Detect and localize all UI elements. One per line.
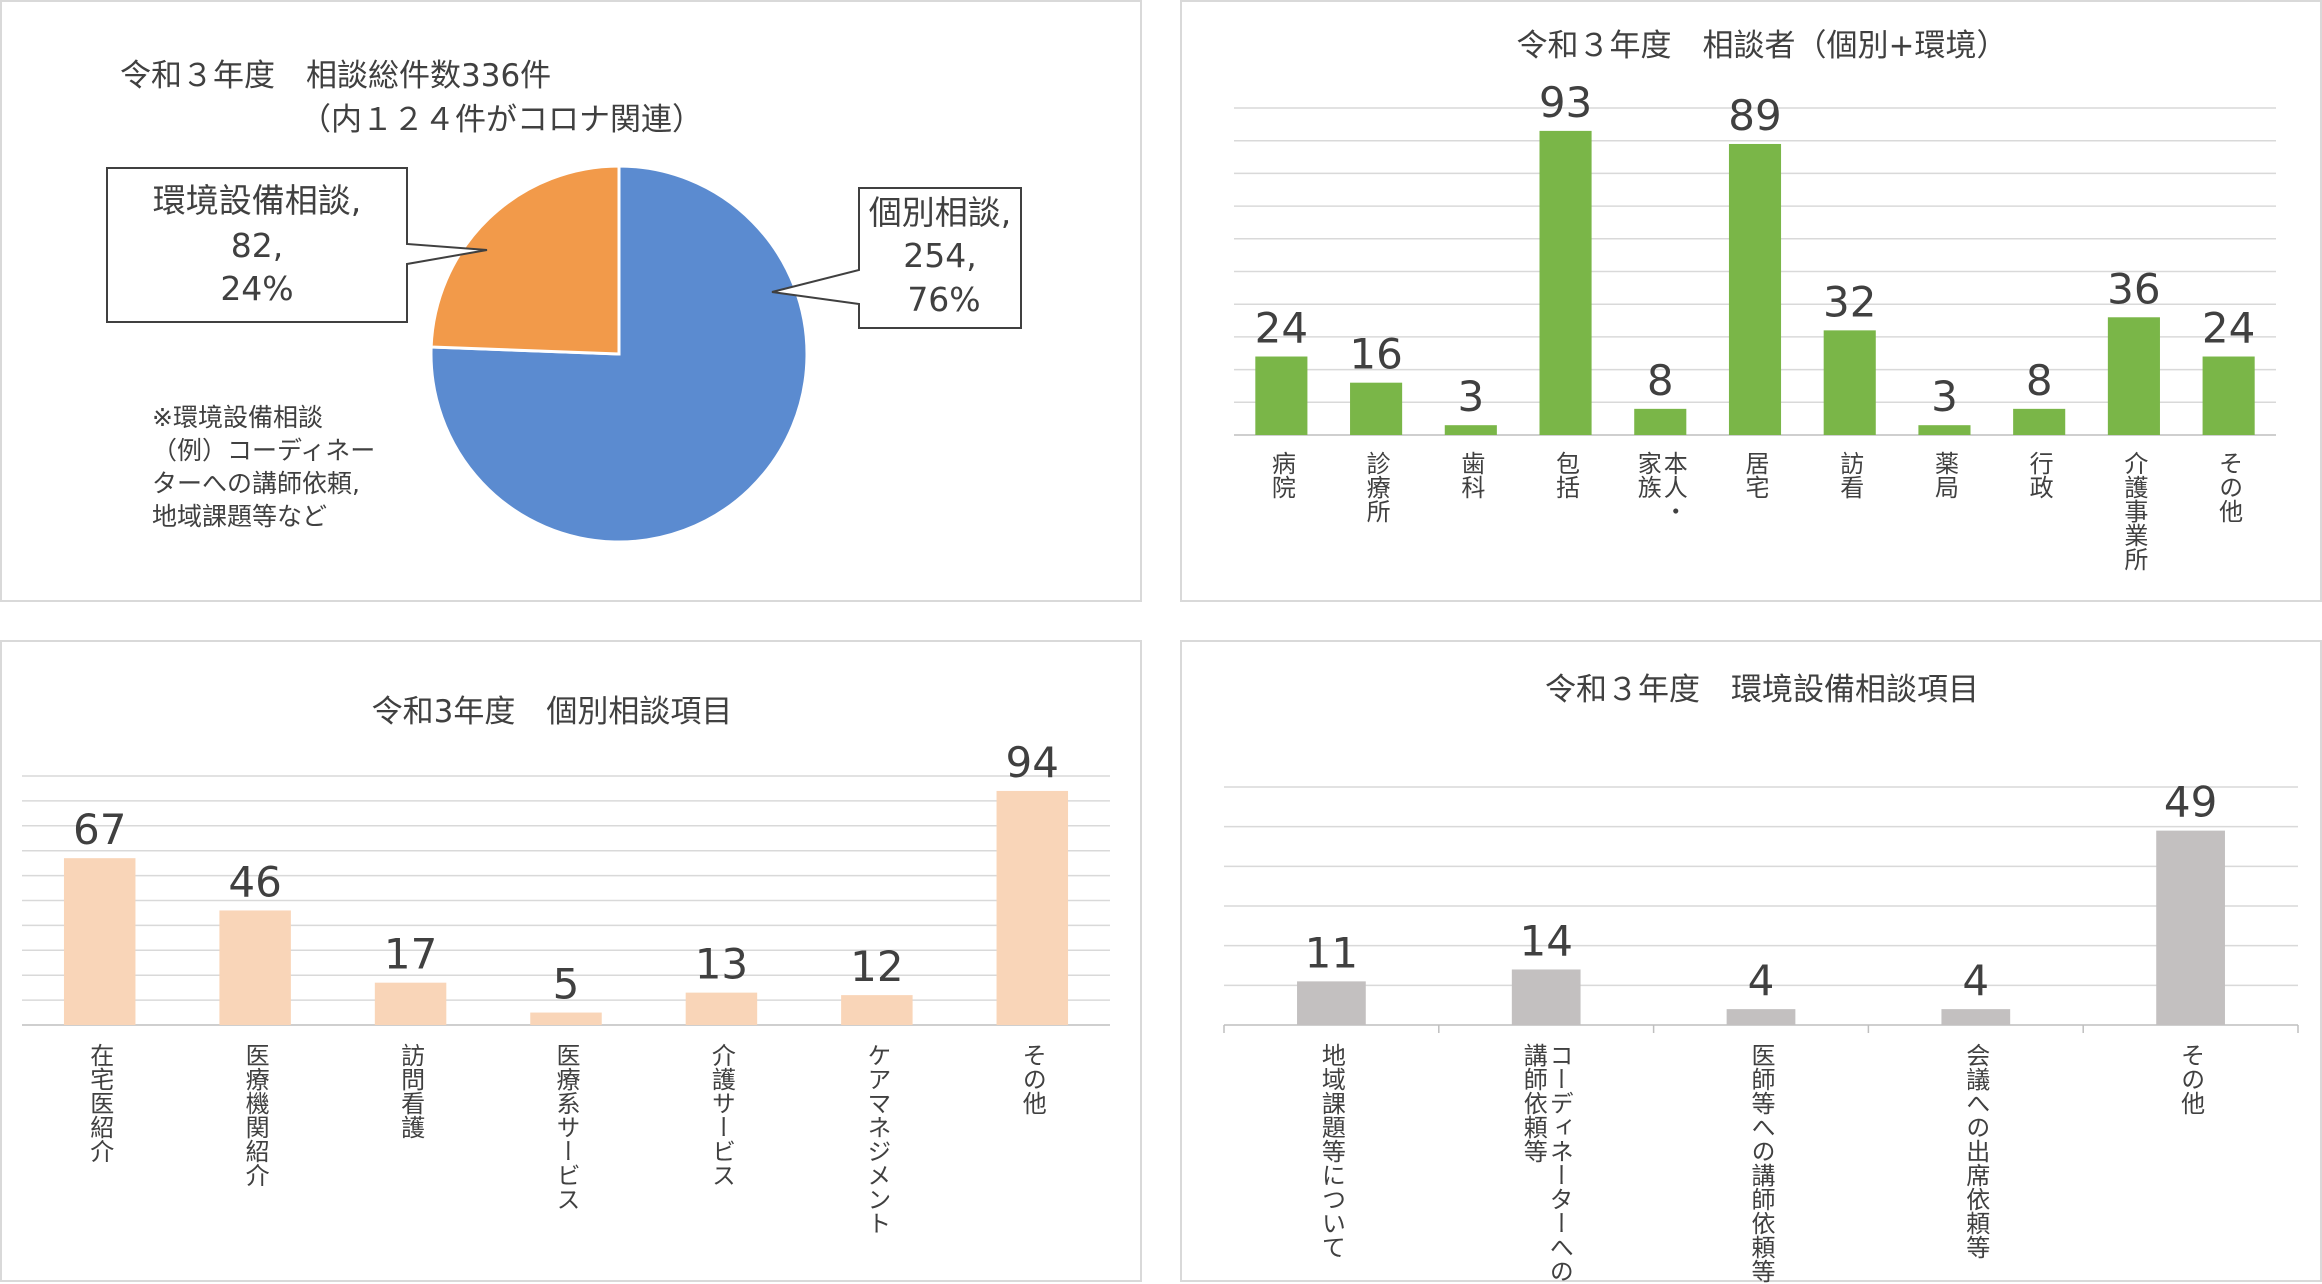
category-label-1-0: コーディネーターへの: [1545, 1043, 1573, 1283]
chart-title: 令和３年度 環境設備相談項目: [1545, 672, 1979, 708]
bar-6: [996, 790, 1069, 1025]
callout-1-value: 82,: [231, 226, 283, 265]
data-label-3: 93: [1539, 78, 1592, 127]
category-label-0: 在宅医紹介: [86, 1043, 114, 1163]
data-label-9: 36: [2107, 264, 2160, 313]
data-label-6: 32: [1823, 277, 1876, 326]
bar-3: [1941, 1009, 2011, 1025]
pie-slice-1: [429, 164, 621, 356]
data-label-10: 24: [2202, 304, 2255, 353]
callout-0-value: 254,: [903, 236, 976, 275]
category-label-6: 訪看: [1836, 451, 1864, 499]
data-label-5: 89: [1728, 91, 1781, 140]
bar-4: [1634, 408, 1687, 435]
category-label-6: その他: [1018, 1043, 1046, 1115]
data-label-0: 11: [1305, 928, 1358, 977]
bar-4: [2156, 830, 2225, 1025]
environment-items-bar-chart-panel: 令和３年度 環境設備相談項目 11 地域課題等について 14 コーディネーターへの 講師依…: [1180, 640, 2322, 1283]
bar-1: [1350, 382, 1403, 435]
individual-items-bar-chart: 令和3年度 個別相談項目 67 在宅医紹介 46 医療機関紹介 17 訪問看護 5 医療系サービ…: [22, 694, 1110, 1235]
consulter-bar-chart: 令和３年度 相談者（個別+環境） 24 病院 16 診療所 3 歯科 93 包括 8 本人・家族 89…: [1234, 28, 2276, 571]
category-label-9: 介護事業所: [2120, 451, 2148, 571]
bar-3: [1539, 130, 1592, 435]
data-label-6: 94: [1006, 738, 1059, 787]
category-label-10: その他: [2215, 451, 2243, 523]
category-label-2: 訪問看護: [397, 1043, 425, 1139]
bar-1: [219, 910, 291, 1025]
bar-4: [685, 992, 758, 1025]
category-label-0: 病院: [1267, 451, 1295, 499]
data-label-2: 4: [1748, 956, 1775, 1005]
data-label-3: 4: [1962, 956, 1989, 1005]
data-label-4: 13: [695, 940, 748, 989]
bar-0: [63, 858, 136, 1025]
bar-0: [1255, 356, 1308, 435]
data-label-1: 46: [228, 857, 281, 906]
callout-0-label: 個別相談,: [869, 193, 1012, 232]
data-label-7: 3: [1931, 372, 1958, 421]
category-label-7: 薬局: [1930, 451, 1958, 499]
data-label-4: 49: [2164, 778, 2217, 827]
data-label-0: 24: [1255, 304, 1308, 353]
chart-title: 令和3年度 個別相談項目: [372, 694, 733, 730]
category-label-2: 歯科: [1457, 451, 1485, 499]
environment-items-bar-chart: 令和３年度 環境設備相談項目 11 地域課題等について 14 コーディネーターへの講師依…: [1223, 672, 2299, 1283]
callout-box-1: [106, 167, 488, 323]
callout-1-label: 環境設備相談,: [153, 181, 362, 220]
category-label-4-0: 本人・: [1659, 451, 1687, 523]
bar-3: [530, 1012, 602, 1025]
bar-0: [1297, 981, 1366, 1025]
bar-10: [2202, 356, 2255, 435]
category-label-3: 医療系サービス: [552, 1043, 580, 1211]
pie-subtitle: （内１２４件がコロナ関連）: [300, 102, 703, 138]
bar-2: [1726, 1009, 1796, 1025]
category-label-1: 医療機関紹介: [241, 1043, 269, 1187]
data-label-0: 67: [73, 805, 126, 854]
pie-chart-panel: 令和３年度 相談総件数336件 （内１２４件がコロナ関連） 個別相談, 254, 76%…: [0, 0, 1142, 602]
category-label-1: 診療所: [1362, 451, 1390, 523]
category-label-4: その他: [2177, 1043, 2205, 1115]
bar-6: [1823, 330, 1876, 435]
category-label-8: 行政: [2025, 451, 2053, 499]
chart-title: 令和３年度 相談者（個別+環境）: [1517, 28, 2008, 64]
pie-note-line-1: （例）コーディネー: [152, 436, 375, 465]
category-label-0: 地域課題等について: [1317, 1043, 1345, 1259]
pie-title: 令和３年度 相談総件数336件: [120, 58, 551, 94]
data-label-1: 14: [1519, 916, 1572, 965]
data-label-2: 3: [1457, 372, 1484, 421]
category-label-5: ケアマネジメント: [863, 1043, 891, 1235]
data-label-3: 5: [553, 960, 580, 1009]
pie-note-line-0: ※環境設備相談: [152, 403, 323, 432]
bar-7: [1918, 425, 1971, 435]
data-label-2: 17: [384, 930, 437, 979]
category-label-5: 居宅: [1741, 451, 1769, 499]
individual-items-bar-chart-panel: 令和3年度 個別相談項目 67 在宅医紹介 46 医療機関紹介 17 訪問看護 5 医療系サービ…: [0, 640, 1142, 1282]
bar-5: [841, 995, 913, 1025]
category-label-2: 医師等への講師依頼等: [1747, 1043, 1775, 1283]
pie-note-line-3: 地域課題等など: [152, 502, 327, 531]
callout-0-percent: 76%: [907, 280, 980, 319]
pie-chart: 令和３年度 相談総件数336件 （内１２４件がコロナ関連） 個別相談, 254, 76%…: [106, 58, 1022, 544]
category-label-4: 介護サービス: [707, 1043, 735, 1187]
bar-1: [1511, 969, 1581, 1025]
consulter-bar-chart-panel: 令和３年度 相談者（個別+環境） 24 病院 16 診療所 3 歯科 93 包括 8 本人・ 家族 89…: [1180, 0, 2322, 602]
bar-2: [374, 982, 447, 1025]
category-label-4-1: 家族: [1633, 451, 1661, 499]
bar-8: [2013, 408, 2066, 435]
category-label-3: 会議への出席依頼等: [1962, 1043, 1990, 1259]
data-label-8: 8: [2026, 356, 2053, 405]
bar-9: [2107, 317, 2160, 435]
bar-5: [1728, 143, 1782, 435]
pie-note-line-2: ターへの講師依頼,: [152, 469, 360, 498]
data-label-4: 8: [1647, 356, 1674, 405]
data-label-5: 12: [850, 942, 903, 991]
category-label-1-1: 講師依頼等: [1519, 1043, 1547, 1163]
callout-1-percent: 24%: [220, 269, 293, 308]
category-label-3: 包括: [1552, 451, 1580, 499]
bar-2: [1444, 425, 1497, 435]
callout-box-0: [771, 187, 1022, 329]
data-label-1: 16: [1349, 330, 1402, 379]
